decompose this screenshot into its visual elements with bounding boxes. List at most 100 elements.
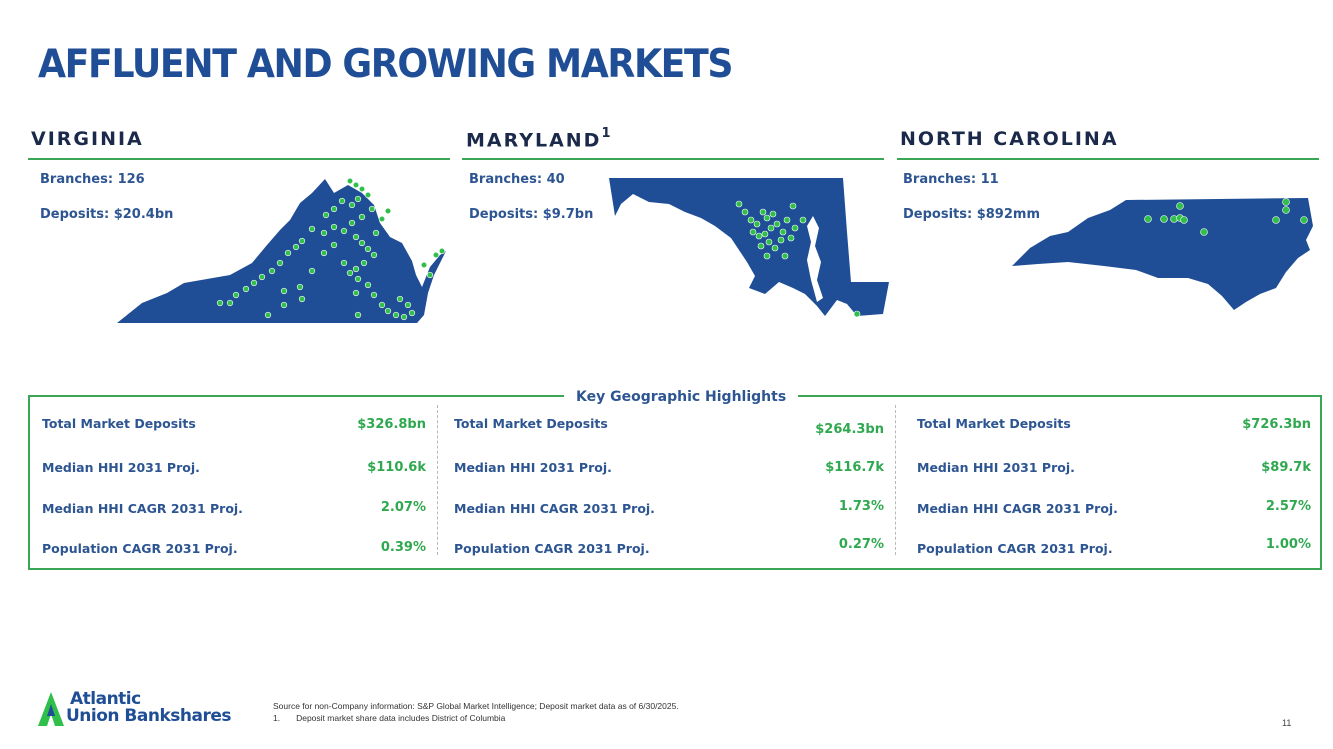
metric-label: Median HHI CAGR 2031 Proj. [42, 501, 243, 516]
branch-marker [346, 269, 354, 277]
metric-value: 2.07% [380, 500, 426, 515]
state-rule-maryland [462, 158, 884, 160]
branch-marker [1160, 215, 1168, 223]
branch-marker [364, 245, 372, 253]
branch-marker [769, 210, 777, 218]
branch-marker [348, 219, 356, 227]
branch-marker [372, 229, 380, 237]
branch-marker [384, 307, 392, 315]
branch-marker [384, 207, 392, 215]
branch-marker [280, 287, 288, 295]
maryland-branches: Branches: 40 [469, 172, 565, 187]
branch-marker [354, 275, 362, 283]
branch-marker [781, 252, 789, 260]
branch-marker [276, 259, 284, 267]
branch-marker [280, 301, 288, 309]
branch-marker [755, 232, 763, 240]
branch-marker [791, 224, 799, 232]
branch-marker [360, 259, 368, 267]
branch-marker [400, 313, 408, 321]
branch-marker [761, 230, 769, 238]
metric-value: $326.8bn [357, 417, 426, 432]
metric-label: Population CAGR 2031 Proj. [917, 541, 1113, 556]
branch-marker [1180, 216, 1188, 224]
branch-marker [322, 211, 330, 219]
branch-marker [308, 267, 316, 275]
branch-marker [779, 228, 787, 236]
branch-marker [338, 197, 346, 205]
branch-marker [320, 249, 328, 257]
north-carolina-deposits: Deposits: $892mm [903, 207, 1040, 222]
branch-marker [432, 251, 440, 259]
branch-marker [771, 244, 779, 252]
branch-marker [438, 247, 446, 255]
logo-mark-icon [38, 692, 64, 726]
branch-marker [757, 242, 765, 250]
maryland-deposits: Deposits: $9.7bn [469, 207, 594, 222]
state-header-virginia: VIRGINIA [31, 128, 144, 150]
branch-marker [340, 227, 348, 235]
branch-marker [296, 283, 304, 291]
branch-marker [404, 301, 412, 309]
branch-marker [232, 291, 240, 299]
metric-value: 2.57% [1265, 499, 1311, 514]
highlights-divider [895, 405, 896, 555]
branch-marker [378, 215, 386, 223]
metric-value: $110.6k [367, 460, 426, 475]
branch-marker [354, 311, 362, 319]
branch-marker [763, 252, 771, 260]
highlights-title: Key Geographic Highlights [564, 389, 799, 405]
metric-value: $726.3bn [1242, 417, 1311, 432]
metric-value: $264.3bn [815, 422, 884, 437]
branch-marker [258, 273, 266, 281]
branch-marker [787, 234, 795, 242]
branch-marker [292, 243, 300, 251]
branch-marker [226, 299, 234, 307]
branch-marker [358, 185, 366, 193]
branch-marker [368, 205, 376, 213]
virginia-branches: Branches: 126 [40, 172, 145, 187]
branch-marker [358, 213, 366, 221]
branch-marker [378, 301, 386, 309]
branch-marker [799, 216, 807, 224]
metric-label: Total Market Deposits [917, 416, 1071, 431]
branch-marker [354, 195, 362, 203]
branch-marker [763, 214, 771, 222]
branch-marker [370, 251, 378, 259]
branch-marker [749, 228, 757, 236]
metric-label: Median HHI 2031 Proj. [42, 460, 200, 475]
branch-marker [370, 291, 378, 299]
branch-marker [1200, 228, 1208, 236]
branch-marker [284, 249, 292, 257]
metric-value: 1.73% [838, 499, 884, 514]
metric-label: Median HHI 2031 Proj. [454, 460, 612, 475]
branch-marker [735, 200, 743, 208]
state-header-maryland: MARYLAND1 [466, 126, 613, 152]
branch-marker [426, 271, 434, 279]
virginia-deposits: Deposits: $20.4bn [40, 207, 174, 222]
branch-marker [1144, 215, 1152, 223]
metric-value: $89.7k [1261, 460, 1311, 475]
metric-label: Population CAGR 2031 Proj. [454, 541, 650, 556]
branch-marker [1272, 216, 1280, 224]
branch-marker [364, 191, 372, 199]
branch-marker [298, 295, 306, 303]
metric-label: Median HHI CAGR 2031 Proj. [454, 501, 655, 516]
branch-marker [268, 267, 276, 275]
branch-marker [358, 239, 366, 247]
state-rule-virginia [28, 158, 450, 160]
branch-marker [747, 216, 755, 224]
metric-label: Median HHI CAGR 2031 Proj. [917, 501, 1118, 516]
branch-marker [264, 311, 272, 319]
branch-marker [216, 299, 224, 307]
highlights-divider [437, 405, 438, 555]
metric-value: $116.7k [825, 460, 884, 475]
state-rule-north-carolina [897, 158, 1319, 160]
branch-marker [396, 295, 404, 303]
footnote-source: Source for non-Company information: S&P … [273, 701, 679, 711]
page-number: 11 [1282, 718, 1292, 728]
maryland-state-shape [609, 178, 889, 316]
branch-marker [789, 202, 797, 210]
branch-marker [298, 237, 306, 245]
branch-marker [242, 285, 250, 293]
